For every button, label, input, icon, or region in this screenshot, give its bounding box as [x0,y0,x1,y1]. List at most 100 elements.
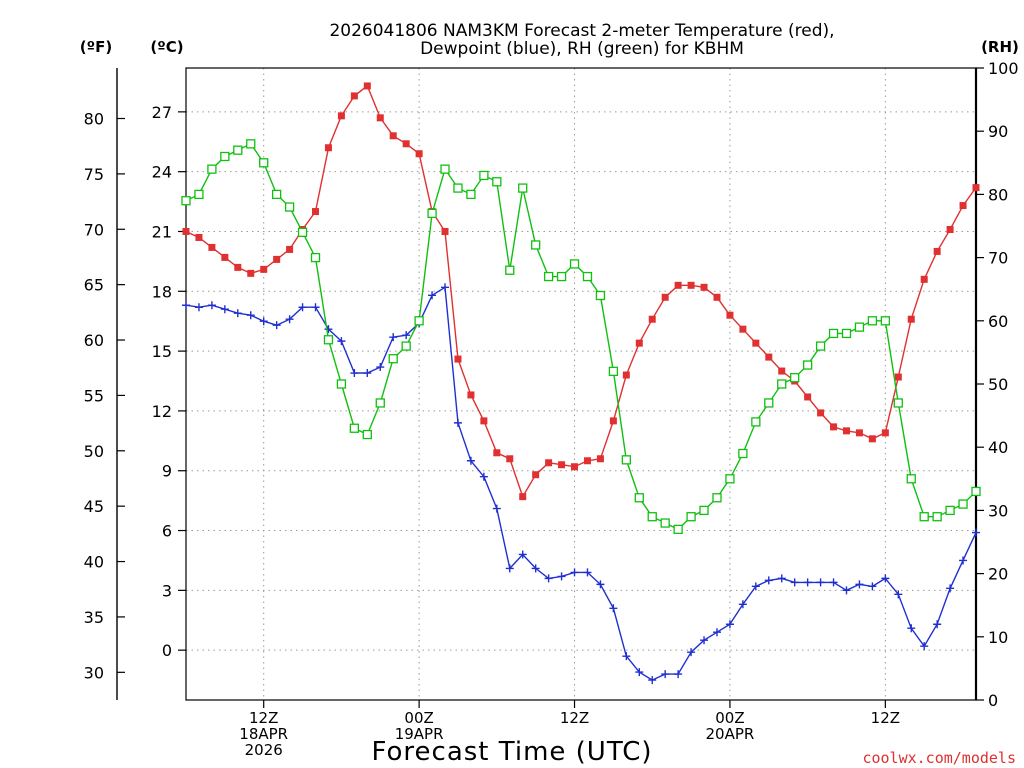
temperature-point [972,184,980,192]
rh-point [388,354,398,364]
rh-tick-label: 100 [988,59,1019,78]
dewpoint-point [842,586,851,595]
rh-point [595,290,606,301]
x-tick-label: 2026 [245,741,283,759]
fahrenheit-tick-label: 60 [84,331,104,350]
rh-tick-label: 70 [988,249,1008,268]
rh-point [621,455,631,465]
fahrenheit-tick-label: 35 [84,608,104,627]
dewpoint-point [881,574,890,583]
dewpoint-point [622,652,631,661]
temperature-point [778,367,786,375]
rh-line [185,142,977,531]
dewpoint-point [220,305,229,314]
dewpoint-point [544,574,553,583]
rh-point [543,271,554,282]
temperature-point [312,208,320,216]
celsius-tick-label: 6 [162,522,172,541]
dewpoint-point [687,648,696,657]
fahrenheit-tick-label: 45 [84,497,104,516]
celsius-tick-label: 12 [152,402,172,421]
temperature-point [402,140,410,148]
celsius-tick-label: 15 [152,342,172,361]
temperature-point [493,449,501,457]
rh-point [738,448,748,459]
dewpoint-point [635,668,644,677]
fahrenheit-tick-label: 80 [84,110,104,129]
rh-point [505,265,515,275]
rh-point [777,379,787,389]
celsius-tick-label: 3 [162,581,172,600]
temperature-point [389,132,397,140]
x-tick-label: 12Z [560,709,589,727]
temperature-point [881,429,889,437]
celsius-tick-label: 0 [162,641,172,660]
rh-point [919,512,929,522]
fahrenheit-tick-label: 55 [84,386,104,405]
chart-title-line2: Dewpoint (blue), RH (green) for KBHM [420,39,744,59]
dewpoint-point [700,636,709,645]
celsius-tick-label: 27 [152,103,172,122]
rh-point [958,499,968,509]
dewpoint-point [803,578,812,587]
rh-tick-label: 60 [988,312,1008,331]
chart-title-line1: 2026041806 NAM3KM Forecast 2-meter Tempe… [329,21,834,41]
dewpoint-point [518,550,527,559]
dewpoint-point [868,582,877,591]
dewpoint-point [285,315,294,324]
dewpoint-point [272,321,281,330]
temperature-point [247,269,255,277]
temperature-point [273,255,281,263]
dewpoint-point [751,582,760,591]
rh-point [867,316,878,326]
temperature-point [752,339,760,347]
rh-point [712,493,722,503]
rh-point [634,493,644,503]
fahrenheit-tick-label: 40 [84,553,104,572]
temperature-point [208,243,216,251]
dewpoint-point [725,620,734,629]
rh-point [349,423,360,433]
x-axis-title: Forecast Time (UTC) [371,737,652,767]
dewpoint-point [389,333,398,342]
rh-point [272,189,282,200]
dewpoint-point [466,456,475,465]
temperature-point [441,227,449,235]
dewpoint-point [492,504,501,513]
celsius-tick-label: 21 [152,222,172,241]
temperature-point [532,471,540,479]
dewpoint-point [324,325,333,334]
celsius-tick-label: 9 [162,462,172,481]
dewpoint-point [959,556,968,565]
dewpoint-point [350,369,359,378]
rh-point [880,316,890,326]
dewpoint-point [531,564,540,573]
temperature-point [842,427,850,435]
x-tick-label: 18APR [239,725,288,743]
temperature-point [480,417,488,425]
dewpoint-point [609,604,618,613]
x-tick-label: 19APR [395,725,444,743]
rh-point [336,379,347,389]
fahrenheit-tick-label: 70 [84,220,104,239]
dewpoint-point [194,303,203,312]
rh-point [310,252,321,263]
temperature-point [337,112,345,120]
dewpoint-point [648,676,657,685]
temperature-point [648,315,656,323]
temperature-point [454,355,462,363]
temperature-point [920,275,928,283]
dewpoint-point [972,528,980,537]
temperature-point [726,311,734,319]
fahrenheit-tick-label: 65 [84,276,104,295]
dewpoint-point [557,572,566,581]
temperature-point [713,293,721,301]
celsius-tick-label: 24 [152,163,172,182]
rh-point [647,512,657,522]
dewpoint-point [596,580,605,589]
fahrenheit-unit-label: (ºF) [80,38,112,56]
rh-tick-label: 80 [988,185,1008,204]
dewpoint-point [207,301,216,310]
temperature-point [324,144,332,152]
